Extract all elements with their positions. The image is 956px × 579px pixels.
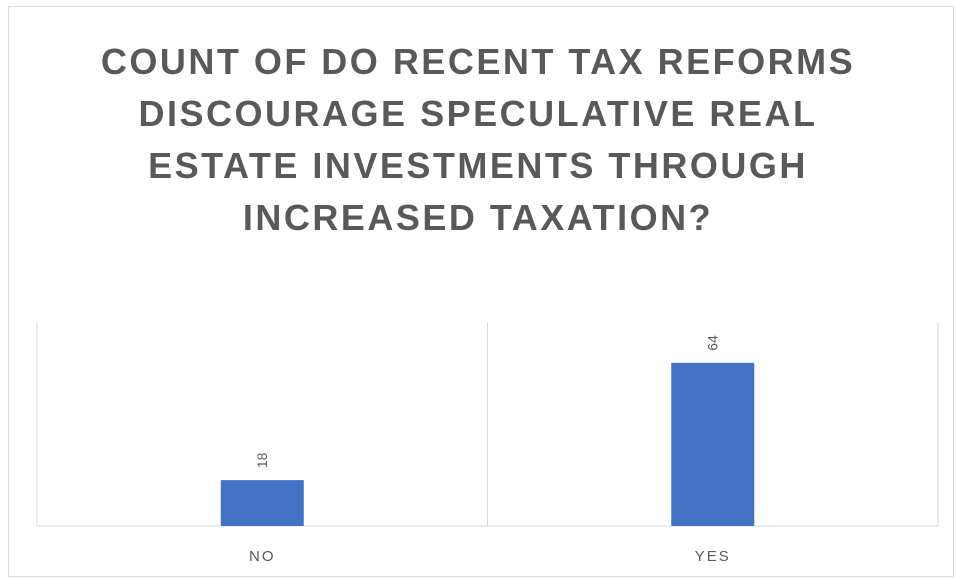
category-axis-labels: NO YES bbox=[249, 548, 731, 565]
bar-no bbox=[220, 480, 304, 526]
chart-title: COUNT OF DO RECENT TAX REFORMS DISCOURAG… bbox=[100, 41, 856, 238]
axes bbox=[36, 322, 939, 527]
x-tick-label-no: NO bbox=[249, 548, 276, 565]
bars bbox=[220, 362, 755, 526]
bar-yes bbox=[671, 362, 755, 526]
x-tick-label-yes: YES bbox=[695, 548, 731, 565]
chart-frame bbox=[8, 6, 954, 577]
data-label-yes: 64 bbox=[705, 335, 721, 351]
data-label-no: 18 bbox=[254, 452, 270, 468]
